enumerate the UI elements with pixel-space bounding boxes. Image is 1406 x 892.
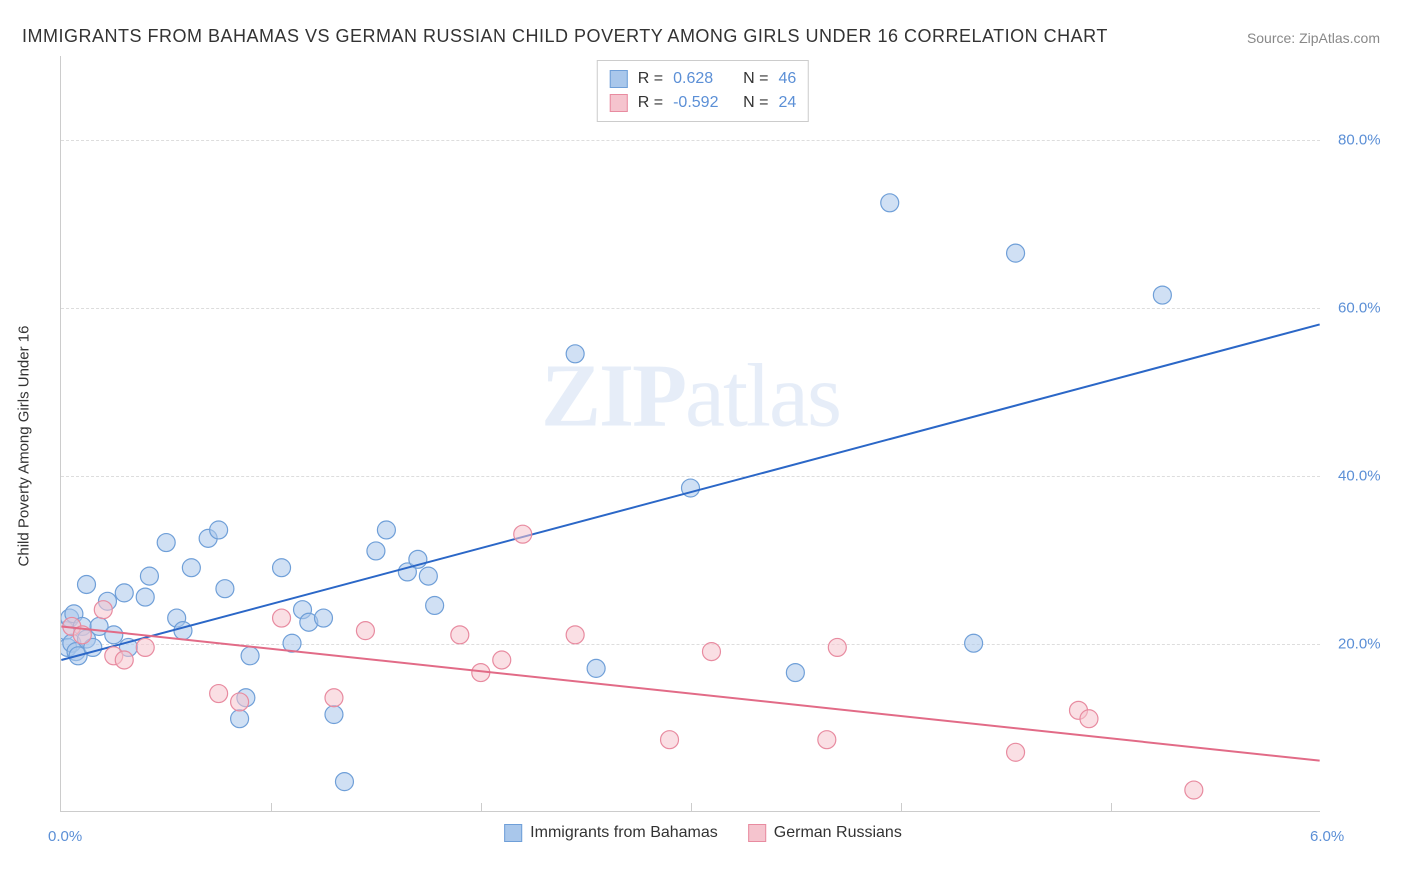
data-point xyxy=(273,559,291,577)
data-point xyxy=(273,609,291,627)
data-point xyxy=(818,731,836,749)
x-tick-label-right: 6.0% xyxy=(1310,828,1344,845)
data-point xyxy=(426,596,444,614)
y-tick-label: 40.0% xyxy=(1338,468,1381,485)
data-point xyxy=(419,567,437,585)
legend-label: Immigrants from Bahamas xyxy=(530,824,718,842)
data-point xyxy=(182,559,200,577)
correlation-legend: R = 0.628 N = 46 R = -0.592 N = 24 xyxy=(597,60,809,122)
y-axis-label: Child Poverty Among Girls Under 16 xyxy=(16,326,33,567)
data-point xyxy=(94,601,112,619)
data-point xyxy=(216,580,234,598)
data-point xyxy=(78,576,96,594)
n-label: N = xyxy=(743,91,768,115)
data-point xyxy=(1080,710,1098,728)
data-point xyxy=(241,647,259,665)
data-point xyxy=(115,651,133,669)
data-point xyxy=(493,651,511,669)
data-point xyxy=(210,685,228,703)
legend-stat-row: R = 0.628 N = 46 xyxy=(610,67,796,91)
legend-item: Immigrants from Bahamas xyxy=(504,824,718,842)
trend-line xyxy=(61,324,1319,660)
data-point xyxy=(367,542,385,560)
n-label: N = xyxy=(743,67,768,91)
data-point xyxy=(105,626,123,644)
data-point xyxy=(1153,286,1171,304)
data-point xyxy=(314,609,332,627)
r-value: -0.592 xyxy=(673,91,733,115)
data-point xyxy=(451,626,469,644)
data-point xyxy=(587,659,605,677)
data-point xyxy=(786,664,804,682)
n-value: 24 xyxy=(778,91,796,115)
data-point xyxy=(881,194,899,212)
source-attribution: Source: ZipAtlas.com xyxy=(1247,30,1380,46)
r-label: R = xyxy=(638,67,663,91)
data-point xyxy=(1185,781,1203,799)
y-tick-label: 60.0% xyxy=(1338,300,1381,317)
data-point xyxy=(115,584,133,602)
data-point xyxy=(702,643,720,661)
data-point xyxy=(828,638,846,656)
data-point xyxy=(136,588,154,606)
data-point xyxy=(356,622,374,640)
data-point xyxy=(325,689,343,707)
x-tick-label-left: 0.0% xyxy=(48,828,82,845)
y-tick-label: 80.0% xyxy=(1338,132,1381,149)
data-point xyxy=(1007,743,1025,761)
legend-swatch xyxy=(610,70,628,88)
r-value: 0.628 xyxy=(673,67,733,91)
data-point xyxy=(335,773,353,791)
legend-swatch xyxy=(504,824,522,842)
data-point xyxy=(1007,244,1025,262)
n-value: 46 xyxy=(778,67,796,91)
data-point xyxy=(231,693,249,711)
legend-swatch xyxy=(610,94,628,112)
legend-swatch xyxy=(748,824,766,842)
data-point xyxy=(377,521,395,539)
data-point xyxy=(566,345,584,363)
data-point xyxy=(965,634,983,652)
legend-label: German Russians xyxy=(774,824,902,842)
data-point xyxy=(566,626,584,644)
data-point xyxy=(210,521,228,539)
data-point xyxy=(140,567,158,585)
y-tick-label: 20.0% xyxy=(1338,636,1381,653)
data-point xyxy=(174,622,192,640)
plot-area: ZIPatlas xyxy=(60,56,1320,812)
chart-title: IMMIGRANTS FROM BAHAMAS VS GERMAN RUSSIA… xyxy=(22,26,1108,47)
scatter-svg xyxy=(61,56,1320,811)
legend-item: German Russians xyxy=(748,824,902,842)
data-point xyxy=(325,706,343,724)
legend-stat-row: R = -0.592 N = 24 xyxy=(610,91,796,115)
data-point xyxy=(136,638,154,656)
data-point xyxy=(514,525,532,543)
r-label: R = xyxy=(638,91,663,115)
data-point xyxy=(661,731,679,749)
series-legend: Immigrants from Bahamas German Russians xyxy=(494,824,912,842)
data-point xyxy=(157,534,175,552)
data-point xyxy=(231,710,249,728)
